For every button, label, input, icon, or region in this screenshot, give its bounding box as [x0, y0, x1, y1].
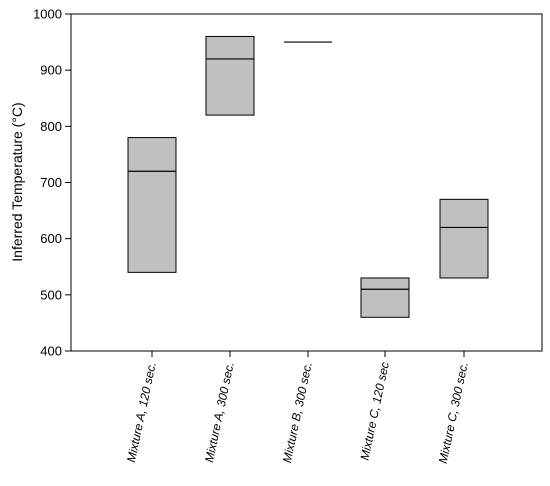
- x-category-label: Mixture C, 300 sec.: [436, 361, 471, 465]
- y-axis-title: Inferred Temperature (°C): [9, 102, 25, 261]
- box: [360, 277, 410, 318]
- x-category-label: Mixture B, 300 sec.: [280, 361, 315, 464]
- y-tick-label: 600: [40, 231, 62, 246]
- box: [205, 35, 255, 116]
- y-tick-label: 400: [40, 344, 62, 359]
- box: [127, 137, 177, 273]
- x-category-label: Mixture A, 120 sec.: [124, 361, 159, 464]
- y-tick-label: 700: [40, 175, 62, 190]
- x-category-label: Mixture C, 120 sec: [357, 361, 391, 462]
- box: [439, 198, 489, 279]
- y-tick-label: 900: [40, 63, 62, 78]
- y-tick-label: 1000: [33, 7, 62, 22]
- x-category-label: Mixture A, 300 sec.: [202, 361, 237, 464]
- y-tick-label: 800: [40, 119, 62, 134]
- box-series: [127, 35, 489, 318]
- y-axis: 400 500 600 700 800 900 1000: [33, 7, 71, 359]
- x-axis: Mixture A, 120 sec. Mixture A, 300 sec. Mi…: [124, 351, 471, 465]
- y-tick-label: 500: [40, 287, 62, 302]
